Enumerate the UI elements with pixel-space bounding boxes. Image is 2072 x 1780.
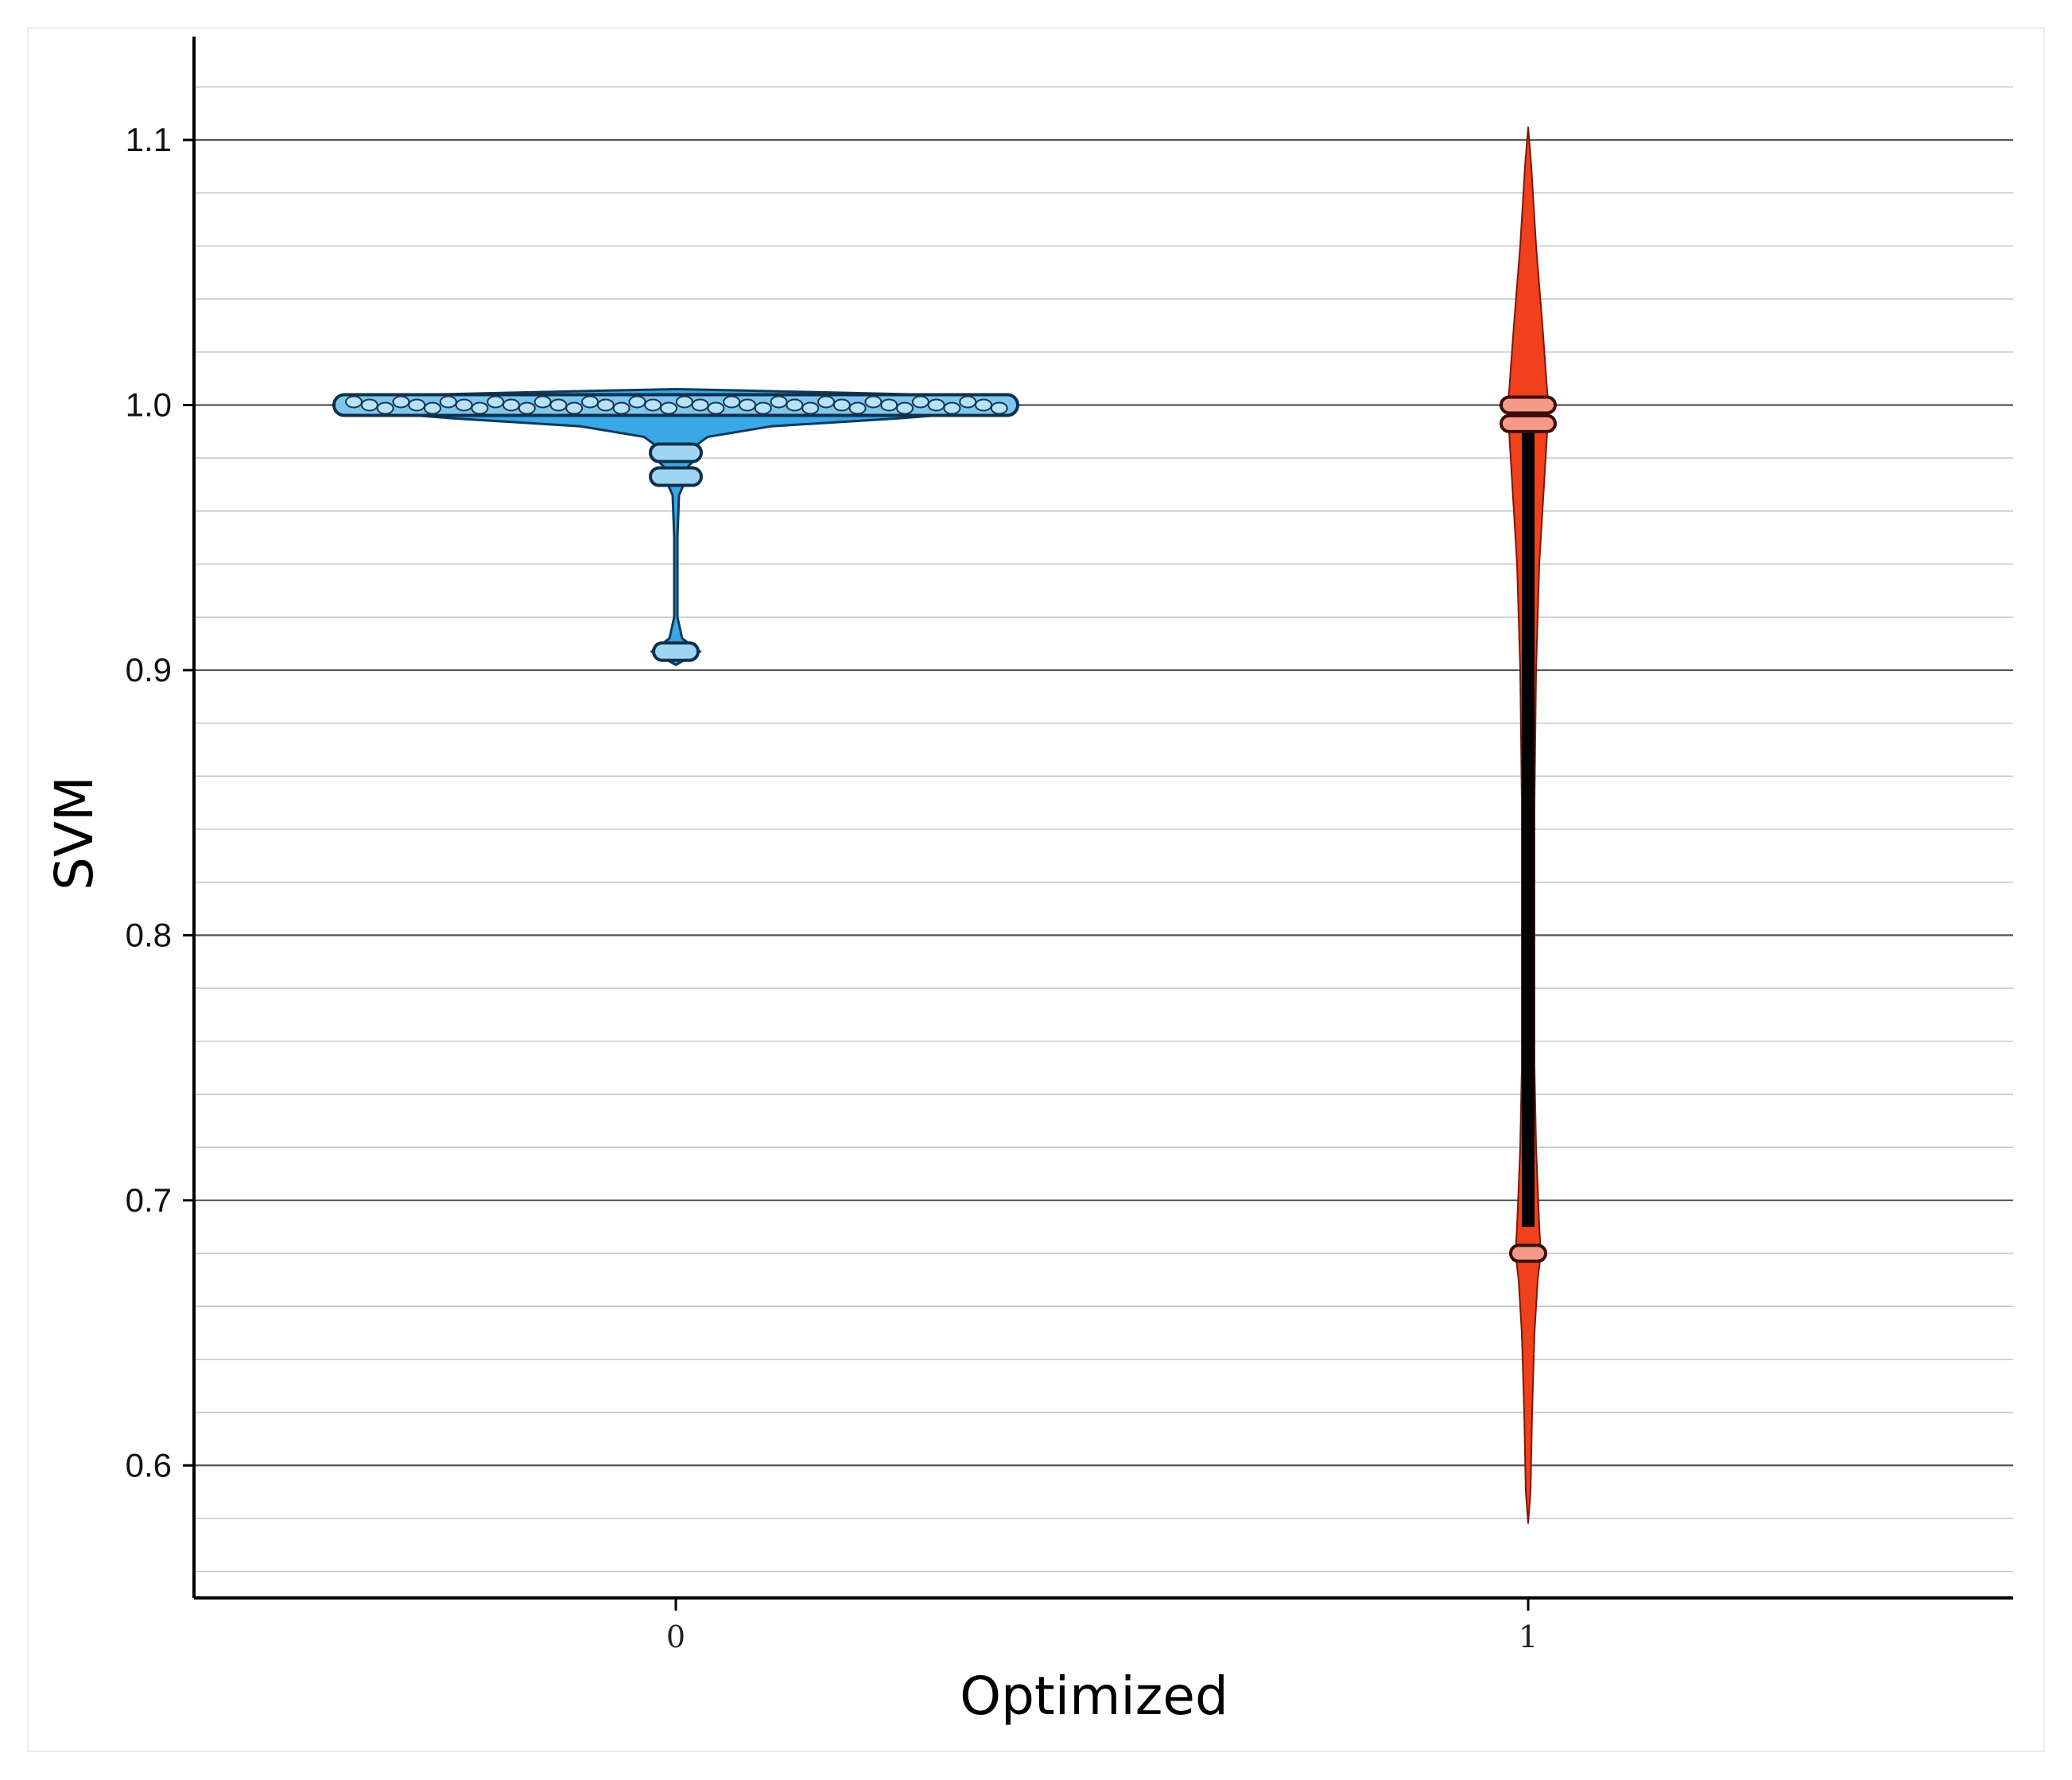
data-point bbox=[786, 398, 804, 412]
chart-frame: 1.1 1.0 0.9 0.8 0.7 0.6 0 1 SVM Optimized bbox=[27, 27, 2045, 1752]
data-point bbox=[691, 398, 709, 412]
data-point bbox=[975, 398, 992, 412]
data-point bbox=[660, 401, 677, 415]
violins bbox=[330, 126, 1557, 1524]
y-tick-label: 0.9 bbox=[126, 651, 172, 688]
data-point bbox=[455, 398, 473, 412]
data-point bbox=[754, 401, 772, 415]
data-point bbox=[943, 401, 961, 415]
data-point bbox=[549, 398, 568, 412]
data-point bbox=[408, 398, 426, 412]
data-point bbox=[644, 398, 662, 412]
data-point bbox=[360, 398, 378, 412]
point-cluster-0 bbox=[652, 641, 700, 662]
violin-chart: 1.1 1.0 0.9 0.8 0.7 0.6 0 1 SVM Optimized bbox=[44, 37, 2013, 1727]
data-point bbox=[502, 398, 520, 412]
point-cluster-1 bbox=[1509, 1243, 1547, 1263]
data-point bbox=[801, 401, 820, 415]
y-tick-label: 1.0 bbox=[126, 386, 172, 423]
y-axis-title: SVM bbox=[44, 776, 105, 890]
y-tick-label: 0.7 bbox=[126, 1181, 172, 1219]
y-tick-label: 0.8 bbox=[126, 916, 172, 953]
point-cluster-1 bbox=[1500, 395, 1557, 415]
data-point bbox=[345, 395, 363, 409]
data-point bbox=[628, 395, 646, 409]
data-point bbox=[817, 395, 835, 409]
data-point bbox=[534, 395, 552, 409]
grid-lines bbox=[194, 86, 2013, 1573]
y-tick-label: 0.6 bbox=[126, 1446, 172, 1483]
data-point bbox=[392, 395, 410, 409]
data-point bbox=[596, 398, 615, 412]
violin-body-0 bbox=[330, 387, 1022, 667]
data-point bbox=[896, 401, 914, 415]
data-point bbox=[864, 395, 883, 409]
data-point bbox=[675, 395, 693, 409]
data-point bbox=[581, 395, 599, 409]
data-point bbox=[927, 398, 945, 412]
data-point bbox=[439, 395, 457, 409]
point-cluster-0 bbox=[649, 442, 703, 463]
data-point bbox=[471, 401, 489, 415]
data-point bbox=[424, 401, 441, 415]
y-tick-label: 1.1 bbox=[126, 121, 172, 158]
data-point bbox=[376, 401, 394, 415]
data-point bbox=[959, 395, 977, 409]
x-axis-title: Optimized bbox=[960, 1666, 1228, 1727]
data-point bbox=[707, 401, 725, 415]
data-point bbox=[487, 395, 505, 409]
data-point bbox=[612, 401, 631, 415]
data-point bbox=[832, 398, 851, 412]
point-column-1 bbox=[1522, 431, 1535, 1227]
data-point bbox=[565, 401, 584, 415]
point-cluster-0 bbox=[649, 466, 703, 487]
point-cluster-1 bbox=[1500, 413, 1557, 433]
data-point bbox=[723, 395, 741, 409]
x-tick-label: 0 bbox=[666, 1619, 685, 1654]
data-point bbox=[911, 395, 929, 409]
data-point bbox=[990, 401, 1008, 415]
data-point bbox=[848, 401, 867, 415]
data-point bbox=[518, 401, 536, 415]
x-tick-label: 1 bbox=[1519, 1619, 1538, 1654]
data-point bbox=[739, 398, 756, 412]
axes: 1.1 1.0 0.9 0.8 0.7 0.6 0 1 bbox=[126, 37, 2013, 1654]
data-point bbox=[770, 395, 788, 409]
data-point bbox=[880, 398, 898, 412]
